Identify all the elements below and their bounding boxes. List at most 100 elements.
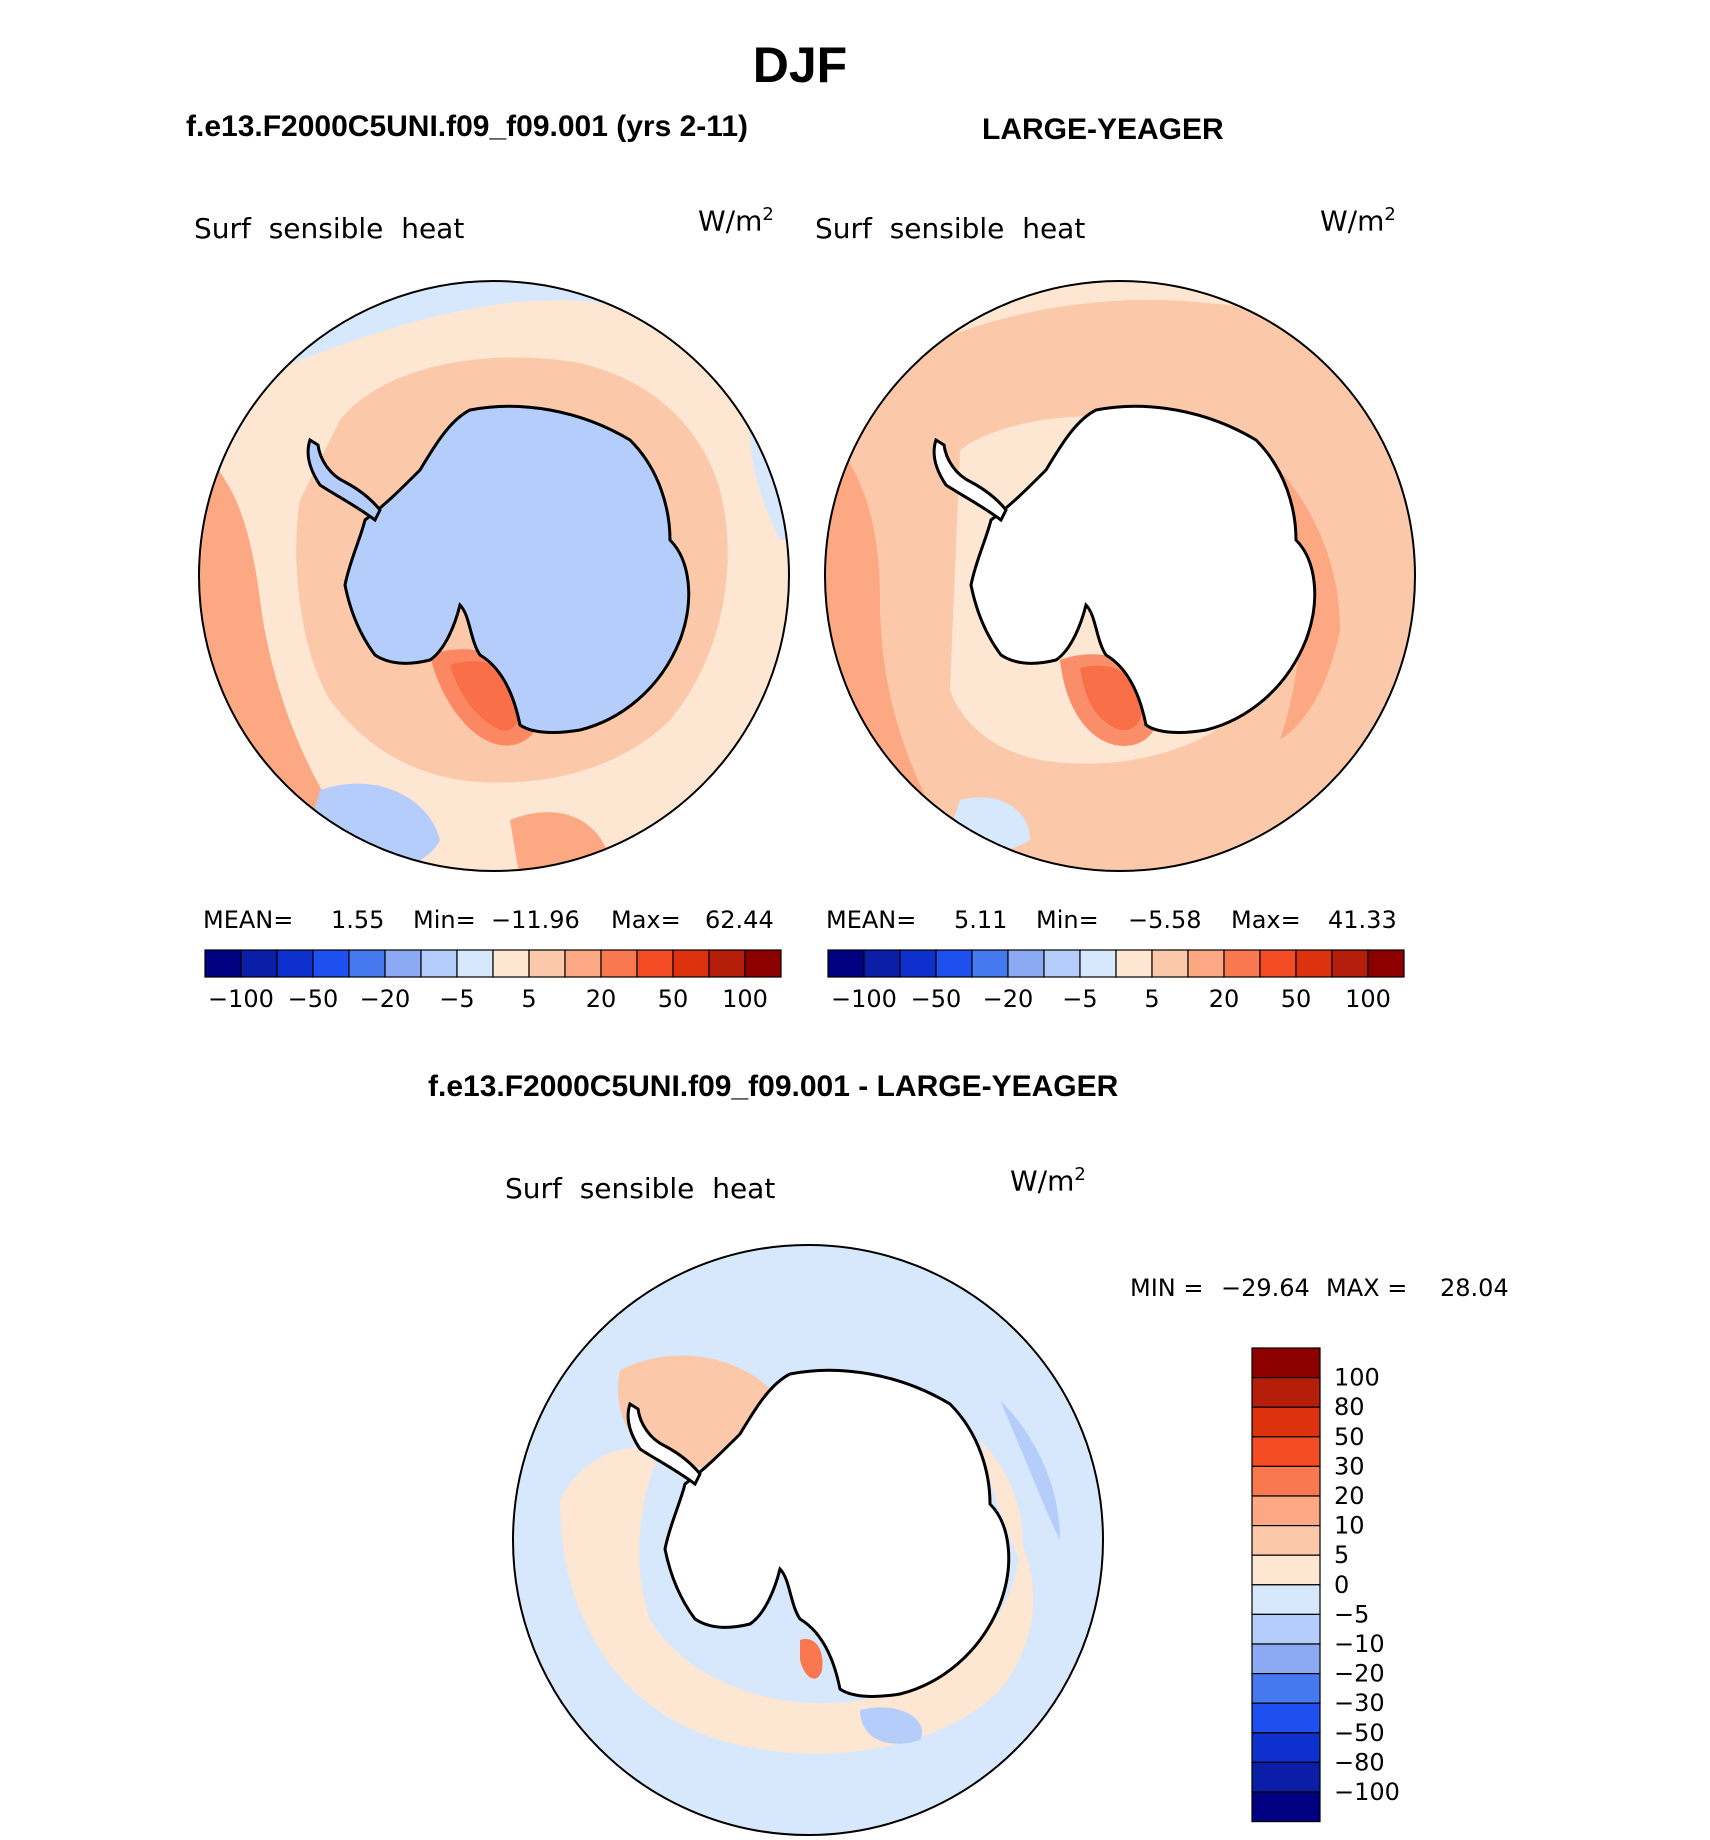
left-variable-label: Surf sensible heat [194,212,465,245]
right-polar-map [824,280,1416,872]
left-colorbar-box [420,949,458,978]
diff-colorbar-label: −20 [1334,1660,1385,1688]
diff-colorbar-box [1251,1495,1321,1527]
right-colorbar-label: −100 [831,985,897,1013]
left-colorbar-label: 5 [521,985,536,1013]
right-colorbar-box [935,949,973,978]
right-colorbar-box [899,949,937,978]
right-units-label: W/m2 [1320,204,1396,237]
left-colorbar-box [276,949,314,978]
right-case-title: LARGE-YEAGER [982,113,1224,146]
left-min-label: Min= [413,906,476,934]
diff-map-antarctic-peninsula [626,1401,702,1487]
right-units-text: W/m [1320,204,1385,238]
diff-colorbar-label: 100 [1334,1364,1380,1392]
diff-colorbar-box [1251,1643,1321,1675]
left-max-value: 62.44 [705,906,774,934]
diff-map-cool-east [1000,1400,1060,1540]
diff-colorbar-label: 30 [1334,1452,1365,1480]
right-colorbar-box [1223,949,1261,978]
left-colorbar-box [456,949,494,978]
diff-units-power: 2 [1074,1164,1086,1185]
left-mean-label: MEAN= [203,906,294,934]
right-colorbar: −100 −50 −20 −5 5 20 50 100 [827,949,1405,1013]
left-colorbar-box [600,949,638,978]
left-colorbar-box [384,949,422,978]
left-colorbar-label: 100 [722,985,768,1013]
right-mean-value: 5.11 [954,906,1008,934]
diff-colorbar-box [1251,1732,1321,1764]
diff-colorbar-label: 5 [1334,1541,1349,1569]
left-colorbar-box [708,949,746,978]
diff-colorbar-label: 50 [1334,1423,1365,1451]
diff-colorbar-box [1251,1524,1321,1556]
diff-colorbar-box [1251,1465,1321,1497]
left-colorbar-box [348,949,386,978]
right-colorbar-box [1367,949,1405,978]
diff-colorbar-box [1251,1554,1321,1586]
right-colorbar-box [1295,949,1333,978]
diff-variable-label: Surf sensible heat [505,1172,776,1205]
right-colorbar-box [971,949,1009,978]
diff-case-title: f.e13.F2000C5UNI.f09_f09.001 - LARGE-YEA… [428,1070,1119,1103]
left-colorbar-box [744,949,782,978]
left-min-value: −11.96 [491,906,580,934]
right-colorbar-label: −5 [1062,985,1097,1013]
diff-colorbar-label: 20 [1334,1482,1365,1510]
diff-min-label: MIN = [1130,1274,1204,1302]
diff-map-antarctica [663,1368,1011,1698]
left-colorbar-box [528,949,566,978]
diff-colorbar-box [1251,1347,1321,1379]
left-colorbar-label: 50 [658,985,689,1013]
right-colorbar-box [1043,949,1081,978]
diff-map-hotspot [800,1639,823,1679]
left-colorbar-label: −50 [288,985,339,1013]
diff-units-text: W/m [1010,1164,1075,1198]
diff-colorbar-box [1251,1672,1321,1704]
left-polar-map [198,280,790,872]
right-colorbar-label: 100 [1345,985,1391,1013]
right-stats: MEAN= 5.11 Min= −5.58 Max= 41.33 [826,906,1401,936]
right-map-antarctic-peninsula [932,437,1008,523]
right-colorbar-box [1151,949,1189,978]
left-map-antarctic-peninsula [306,437,382,523]
right-colorbar-box [1007,949,1045,978]
right-colorbar-box [863,949,901,978]
diff-colorbar-box [1251,1436,1321,1468]
left-colorbar-box [204,949,242,978]
diff-colorbar-label: −10 [1334,1630,1385,1658]
diff-max-value: 28.04 [1440,1274,1509,1302]
right-colorbar-label: −20 [983,985,1034,1013]
left-units-power: 2 [762,204,774,225]
diff-colorbar-box [1251,1613,1321,1645]
left-colorbar-label: −20 [360,985,411,1013]
right-colorbar-box [1331,949,1369,978]
right-colorbar-label: 5 [1144,985,1159,1013]
left-colorbar-box [564,949,602,978]
left-units-text: W/m [698,204,763,238]
left-colorbar-box [240,949,278,978]
diff-map-warm-east [980,1440,1023,1560]
left-colorbar-box [672,949,710,978]
right-colorbar-box [1187,949,1225,978]
left-case-title: f.e13.F2000C5UNI.f09_f09.001 (yrs 2-11) [186,110,749,143]
right-colorbar-box [1259,949,1297,978]
right-min-value: −5.58 [1128,906,1202,934]
left-stats: MEAN= 1.55 Min= −11.96 Max= 62.44 [203,906,778,936]
diff-colorbar-label: −80 [1334,1748,1385,1776]
diff-colorbar-box [1251,1702,1321,1734]
right-map-antarctica [969,404,1317,734]
diff-colorbar-label: 80 [1334,1393,1365,1421]
diff-min-value: −29.64 [1221,1274,1310,1302]
right-mean-label: MEAN= [826,906,917,934]
left-colorbar: −100 −50 −20 −5 5 20 50 100 [204,949,782,1013]
diff-colorbar-box [1251,1791,1321,1823]
right-units-power: 2 [1384,204,1396,225]
right-max-label: Max= [1231,906,1301,934]
diff-map-border [512,1244,1104,1836]
right-colorbar-label: 20 [1209,985,1240,1013]
diff-stats: MIN = −29.64 MAX = 28.04 [1130,1274,1530,1304]
